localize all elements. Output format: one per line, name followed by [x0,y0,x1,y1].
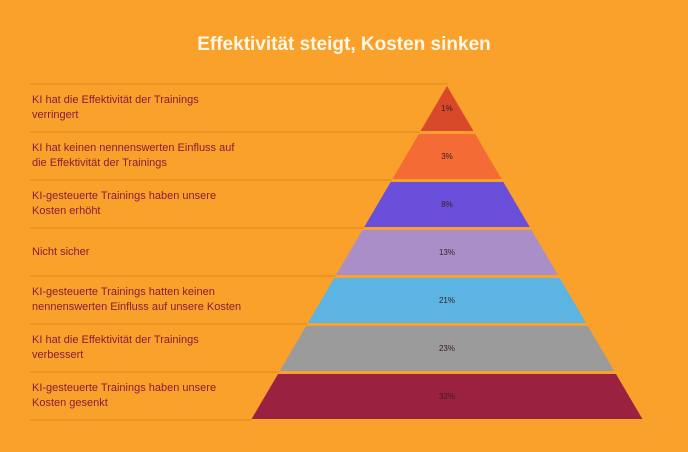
pyramid-segment [307,278,587,323]
value-label: 13% [439,248,455,257]
value-label: 3% [441,152,453,161]
pyramid-segment [392,134,502,179]
value-label: 32% [439,392,455,401]
category-label: KI hat die Effektivität der Trainings ve… [32,334,199,361]
pyramid-segment [251,374,643,419]
category-label: KI-gesteuerte Trainings haben unsere Kos… [32,190,217,217]
value-label: 8% [441,200,453,209]
value-label: 1% [441,104,453,113]
pyramid-segment [336,230,558,275]
chart-title: Effektivität steigt, Kosten sinken [197,34,491,55]
value-label: 21% [439,296,455,305]
value-label: 23% [439,344,455,353]
category-label: KI hat die Effektivität der Trainings ve… [32,94,199,121]
category-label: KI-gesteuerte Trainings hatten keinen ne… [32,286,242,313]
pyramid-segment [364,182,530,227]
pyramid-segment [420,86,474,131]
category-label: KI-gesteuerte Trainings haben unsere Kos… [32,382,217,409]
category-label: KI hat keinen nennenswerten Einfluss auf… [32,142,235,169]
pyramid-segment [279,326,615,371]
category-label: Nicht sicher [32,245,90,258]
